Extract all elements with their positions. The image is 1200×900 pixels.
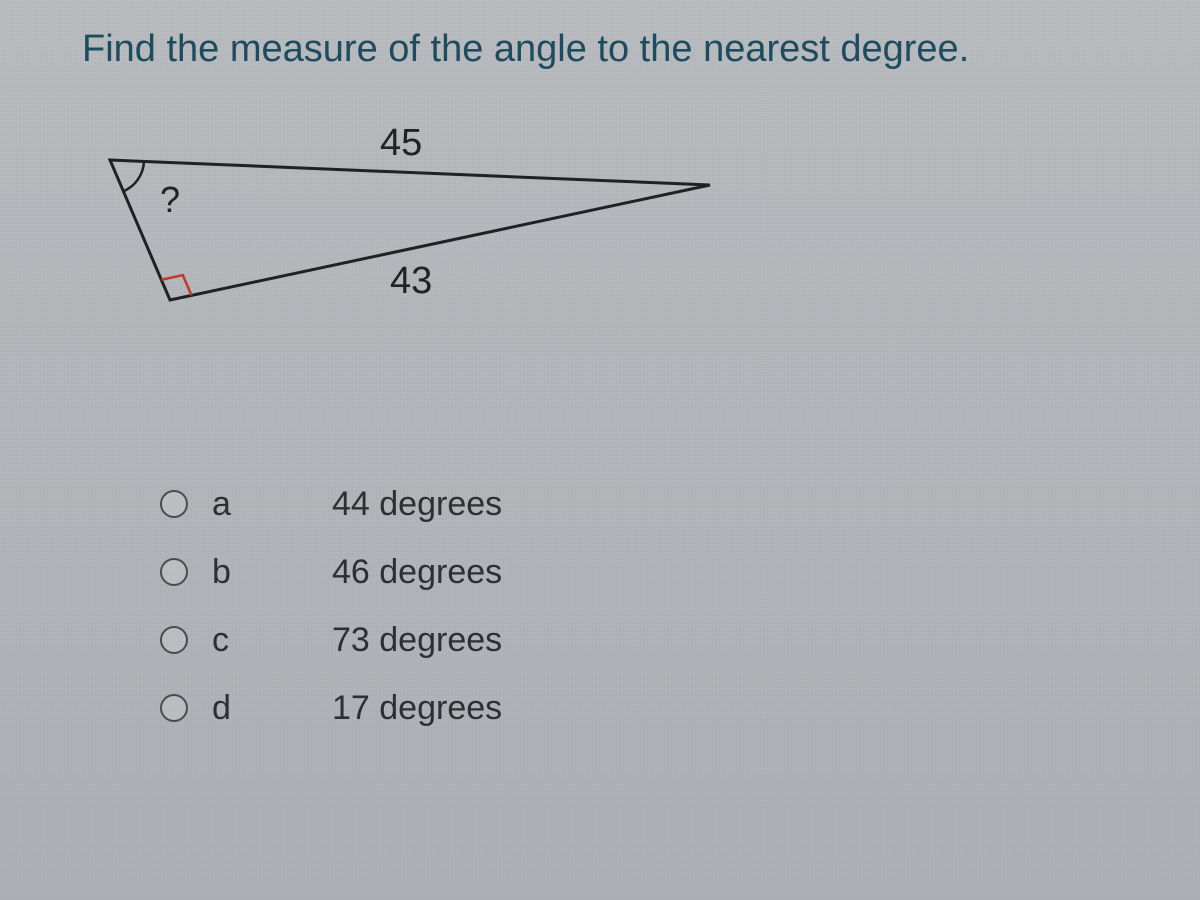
option-b[interactable]: b 46 degrees <box>160 538 502 606</box>
option-d[interactable]: d 17 degrees <box>160 674 502 742</box>
option-letter: c <box>212 621 272 660</box>
hypotenuse-label: 45 <box>380 122 422 165</box>
option-letter: b <box>212 553 272 592</box>
question-prompt: Find the measure of the angle to the nea… <box>82 28 969 71</box>
option-text: 46 degrees <box>332 553 502 592</box>
option-c[interactable]: c 73 degrees <box>160 606 502 674</box>
radio-icon[interactable] <box>160 694 188 722</box>
option-text: 73 degrees <box>332 621 502 660</box>
option-letter: a <box>212 485 272 524</box>
angle-label: ? <box>160 179 180 221</box>
option-text: 17 degrees <box>332 689 502 728</box>
option-letter: d <box>212 689 272 728</box>
triangle-svg <box>90 130 790 360</box>
answer-options: a 44 degrees b 46 degrees c 73 degrees d… <box>160 470 502 742</box>
radio-icon[interactable] <box>160 558 188 586</box>
adjacent-label: 43 <box>390 260 432 303</box>
angle-arc <box>123 161 144 191</box>
triangle-diagram: 45 43 ? <box>90 130 790 360</box>
radio-icon[interactable] <box>160 490 188 518</box>
radio-icon[interactable] <box>160 626 188 654</box>
option-text: 44 degrees <box>332 485 502 524</box>
option-a[interactable]: a 44 degrees <box>160 470 502 538</box>
